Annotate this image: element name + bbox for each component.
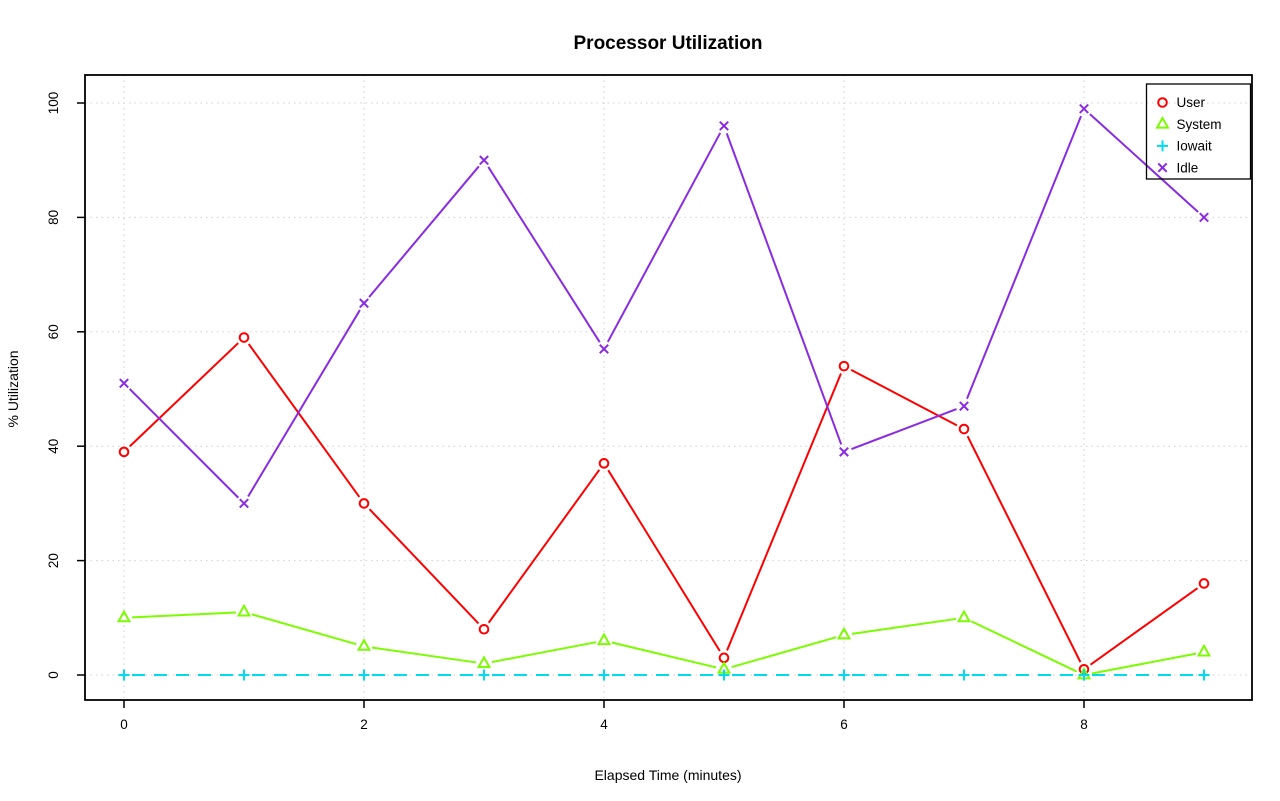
legend-label-system: System <box>1177 117 1222 132</box>
data-point-marker-plus <box>1078 669 1090 681</box>
legend-label-iowait: Iowait <box>1177 139 1213 154</box>
x-tick-label: 6 <box>840 717 848 732</box>
data-point-marker-circle <box>118 446 130 458</box>
data-point-marker-plus <box>358 669 370 681</box>
data-point-marker-circle <box>838 360 850 372</box>
data-point-marker-triangle <box>1196 643 1212 657</box>
data-point-marker-plus <box>838 669 850 681</box>
data-point-marker-triangle <box>836 626 852 640</box>
data-point-marker-plus <box>118 669 130 681</box>
series-line-segment <box>129 342 239 448</box>
series-line-segment <box>1089 587 1199 666</box>
data-point-marker-plus <box>958 669 970 681</box>
chart-title: Processor Utilization <box>574 33 763 54</box>
data-point-marker-circle <box>1157 97 1168 108</box>
series-line-segment <box>851 617 957 635</box>
data-point-marker-triangle <box>956 609 972 623</box>
data-point-marker-x <box>1157 162 1168 173</box>
series-line-segment <box>725 133 843 445</box>
data-point-marker-x <box>119 378 129 389</box>
data-point-marker-triangle <box>356 638 372 651</box>
data-point-marker-triangle <box>476 655 492 668</box>
legend-label-idle: Idle <box>1177 160 1199 175</box>
x-tick-label: 2 <box>360 717 368 732</box>
data-point-marker-x <box>239 498 249 509</box>
data-point-marker-plus <box>598 669 610 681</box>
data-point-marker-circle <box>238 332 250 343</box>
x-tick-label: 4 <box>600 717 608 732</box>
legend: User System Iowait Idle <box>1145 83 1252 180</box>
x-tick-label: 8 <box>1080 717 1088 732</box>
series-line-segment <box>726 373 842 651</box>
series-line-segment <box>247 309 361 498</box>
y-tick-label: 20 <box>46 553 61 568</box>
series-line-segment <box>487 469 601 624</box>
data-point-marker-plus <box>1157 140 1168 152</box>
x-tick-label: 0 <box>120 717 128 732</box>
series-line-segment <box>1089 113 1199 213</box>
data-point-marker-x <box>719 120 729 131</box>
legend-label-user: User <box>1177 95 1206 110</box>
y-axis-title: % Utilization <box>5 350 21 427</box>
data-point-marker-circle <box>718 652 730 664</box>
x-axis-title: Elapsed Time (minutes) <box>594 767 741 783</box>
data-point-marker-x <box>479 155 489 166</box>
data-point-marker-plus <box>1198 669 1210 681</box>
data-point-marker-x <box>1199 212 1209 223</box>
data-point-marker-circle <box>478 623 490 635</box>
series-line-segment <box>487 166 601 343</box>
data-point-marker-plus <box>238 669 250 681</box>
series-line-segment <box>851 408 957 451</box>
series-line-segment <box>371 646 477 664</box>
y-tick-label: 100 <box>46 92 61 115</box>
data-point-marker-x <box>599 344 609 354</box>
series-line-segment <box>247 343 361 498</box>
data-point-marker-x <box>839 447 849 457</box>
data-point-marker-triangle <box>1155 115 1170 129</box>
data-point-marker-x <box>959 401 969 412</box>
y-tick-label: 0 <box>46 671 61 679</box>
series-line-segment <box>966 115 1082 400</box>
gridlines <box>85 75 1252 700</box>
data-point-marker-circle <box>958 423 970 435</box>
series-line-segment <box>491 641 597 664</box>
series-line-segment <box>131 611 237 619</box>
y-tick-label: 80 <box>46 210 61 225</box>
series-line-segment <box>128 388 240 499</box>
series-line-segment <box>368 165 480 298</box>
series-idle <box>119 103 1209 509</box>
plot-border <box>84 74 1253 701</box>
data-point-marker-circle <box>1198 578 1210 589</box>
legend-box <box>1145 83 1252 180</box>
data-point-marker-triangle <box>596 632 612 646</box>
series-line-segment <box>611 641 717 669</box>
y-tick-label: 40 <box>46 439 61 454</box>
data-point-marker-triangle <box>236 603 252 617</box>
series-line-segment <box>607 469 721 652</box>
data-point-marker-x <box>359 298 369 309</box>
series-line-segment <box>966 435 1082 663</box>
series-line-segment <box>1091 652 1197 675</box>
data-point-marker-circle <box>598 458 610 469</box>
series-line-segment <box>368 508 480 625</box>
series-line-segment <box>251 613 357 646</box>
series-system <box>116 603 1212 680</box>
series-iowait <box>118 669 1210 681</box>
series-line-segment <box>731 636 837 669</box>
series-line-segment <box>850 368 958 427</box>
data-point-marker-circle <box>358 498 370 509</box>
y-tick-label: 60 <box>46 324 61 339</box>
data-point-marker-triangle <box>116 609 132 623</box>
data-point-marker-x <box>1079 103 1089 114</box>
data-point-marker-plus <box>478 669 490 681</box>
data-point-marker-plus <box>718 669 730 681</box>
series-line-segment <box>970 620 1078 673</box>
series-line-segment <box>606 132 722 343</box>
